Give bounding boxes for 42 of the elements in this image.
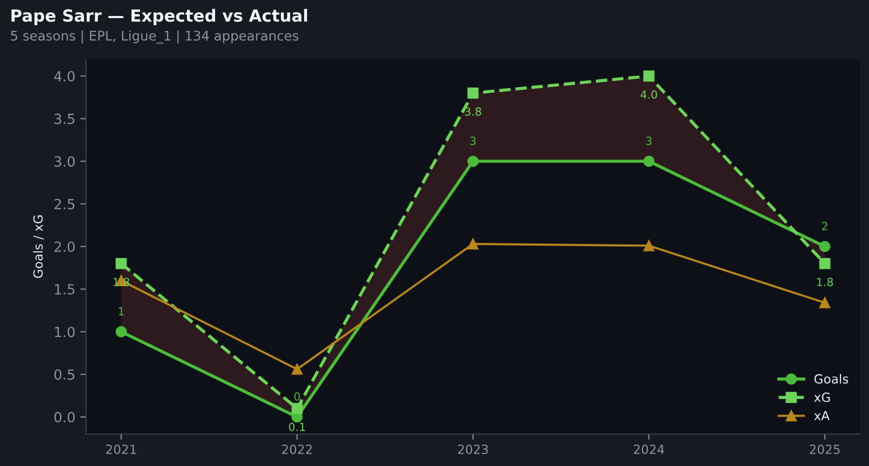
legend-label: Goals bbox=[814, 374, 848, 384]
data-label: 4.0 bbox=[640, 90, 658, 99]
x-tick-label: 2022 bbox=[282, 444, 312, 454]
point bbox=[467, 156, 479, 167]
point bbox=[467, 88, 479, 99]
point bbox=[467, 238, 479, 250]
point bbox=[819, 258, 830, 270]
point bbox=[292, 402, 303, 414]
x-tick-label: 2021 bbox=[106, 444, 136, 454]
y-axis-title: Goals / xG bbox=[33, 215, 44, 278]
legend-label: xG bbox=[814, 392, 830, 402]
x-tick-label: 2023 bbox=[458, 444, 488, 454]
data-label: 1 bbox=[118, 307, 124, 316]
point bbox=[292, 364, 303, 375]
x-tick-label: 2024 bbox=[634, 444, 664, 454]
point bbox=[643, 240, 654, 252]
y-tick-label: 0.0 bbox=[54, 412, 75, 422]
chart-subtitle: 5 seasons | EPL, Ligue_1 | 134 appearances bbox=[11, 30, 298, 44]
data-label: 1.8 bbox=[817, 278, 833, 286]
point bbox=[643, 70, 654, 82]
y-tick-label: 2.0 bbox=[54, 241, 75, 252]
data-label: 0.1 bbox=[288, 422, 305, 432]
point bbox=[819, 240, 830, 252]
point bbox=[116, 258, 127, 270]
y-tick-label: 3.0 bbox=[54, 156, 75, 167]
data-label: 3 bbox=[470, 136, 476, 146]
chart-title: Pape Sarr — Expected vs Actual bbox=[12, 8, 308, 26]
data-label: 3.8 bbox=[465, 107, 482, 116]
point bbox=[819, 297, 830, 308]
data-label: 3 bbox=[646, 136, 652, 146]
y-tick-label: 3.5 bbox=[54, 114, 74, 124]
point bbox=[116, 326, 127, 338]
y-tick-label: 4.0 bbox=[54, 71, 75, 82]
legend-label: xA bbox=[814, 411, 830, 420]
y-tick-label: 1.0 bbox=[55, 326, 75, 338]
x-tick-label: 2025 bbox=[810, 444, 840, 454]
y-tick-label: 0.5 bbox=[54, 369, 74, 380]
y-tick-label: 2.5 bbox=[54, 198, 74, 210]
y-tick-label: 1.5 bbox=[55, 284, 74, 295]
data-label: 2 bbox=[822, 222, 828, 230]
data-label: 0 bbox=[294, 392, 300, 401]
point bbox=[643, 156, 654, 167]
